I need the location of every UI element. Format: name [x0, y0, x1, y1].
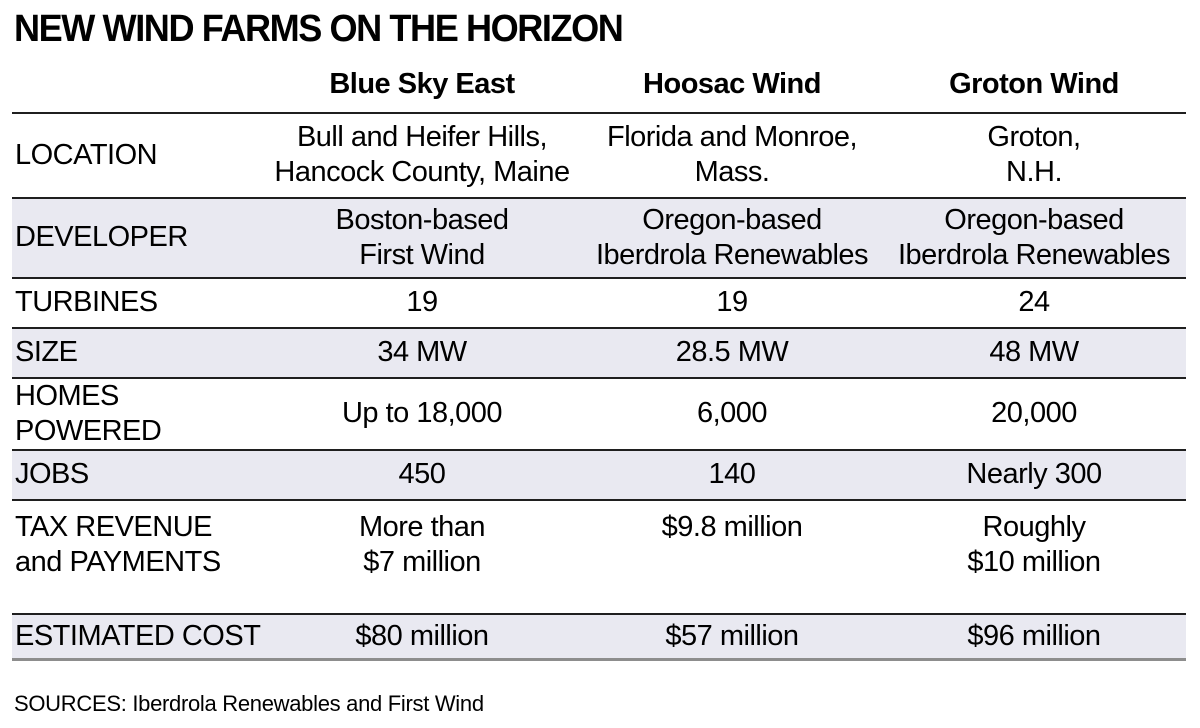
cell-value: Florida and Monroe, Mass.	[606, 121, 858, 189]
row-label: TURBINES	[15, 286, 158, 319]
cell-value: 28.5 MW	[675, 336, 789, 369]
cell-value: 34 MW	[377, 336, 467, 369]
row-label: DEVELOPER	[15, 221, 188, 254]
table-row-estimated-cost: ESTIMATED COST $80 million $57 million $…	[12, 612, 1186, 661]
column-header-groton-wind: Groton Wind	[949, 67, 1119, 100]
cell-value: Boston-based First Wind	[335, 203, 509, 271]
table-row-jobs: JOBS 450 140 Nearly 300	[12, 448, 1186, 499]
table-row-turbines: TURBINES 19 19 24	[12, 276, 1186, 327]
cell-value: $9.8 million	[661, 510, 803, 543]
table-row-size: SIZE 34 MW 28.5 MW 48 MW	[12, 326, 1186, 377]
cell-value: 19	[406, 286, 438, 319]
cell-value: 140	[708, 458, 756, 491]
column-header-blue-sky-east: Blue Sky East	[329, 67, 515, 100]
cell-value: Oregon-based Iberdrola Renewables	[595, 203, 869, 271]
cell-value: $96 million	[967, 619, 1101, 652]
table-row-tax-revenue: TAX REVENUE and PAYMENTS More than $7 mi…	[12, 498, 1186, 613]
row-label: ESTIMATED COST	[15, 619, 261, 652]
cell-value: 48 MW	[989, 336, 1079, 369]
cell-value: 6,000	[696, 397, 768, 430]
cell-value: Groton, N.H.	[987, 121, 1081, 189]
cell-value: 20,000	[991, 397, 1077, 430]
cell-value: Up to 18,000	[341, 397, 503, 430]
row-label: HOMES POWERED	[15, 379, 162, 447]
column-header-hoosac-wind: Hoosac Wind	[643, 67, 821, 100]
cell-value: 450	[398, 458, 446, 491]
cell-value: 24	[1018, 286, 1050, 319]
cell-value: More than $7 million	[358, 510, 486, 578]
cell-value: Roughly $10 million	[967, 510, 1101, 578]
cell-value: Nearly 300	[966, 458, 1102, 491]
row-label: SIZE	[15, 336, 78, 369]
table-row-location: LOCATION Bull and Heifer Hills, Hancock …	[12, 111, 1186, 197]
cell-value: 19	[716, 286, 748, 319]
cell-value: $80 million	[355, 619, 489, 652]
cell-value: $57 million	[665, 619, 799, 652]
source-line: SOURCES: Iberdrola Renewables and First …	[14, 690, 484, 716]
wind-farms-table: Blue Sky East Hoosac Wind Groton Wind LO…	[12, 50, 1186, 661]
row-label: TAX REVENUE and PAYMENTS	[15, 510, 221, 578]
row-label: JOBS	[15, 458, 89, 491]
cell-value: Bull and Heifer Hills, Hancock County, M…	[274, 121, 570, 189]
table-row-developer: DEVELOPER Boston-based First Wind Oregon…	[12, 196, 1186, 277]
cell-value: Oregon-based Iberdrola Renewables	[897, 203, 1171, 271]
table-header-row: Blue Sky East Hoosac Wind Groton Wind	[12, 50, 1186, 112]
chart-title: NEW WIND FARMS ON THE HORIZON	[14, 8, 624, 50]
table-row-homes-powered: HOMES POWERED Up to 18,000 6,000 20,000	[12, 376, 1186, 449]
row-label: LOCATION	[15, 138, 158, 171]
